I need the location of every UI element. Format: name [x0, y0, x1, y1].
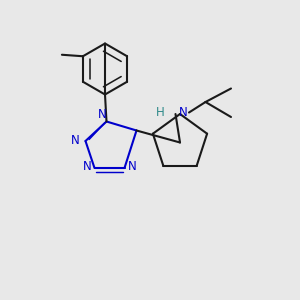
- Text: H: H: [156, 106, 165, 119]
- Text: N: N: [178, 106, 188, 119]
- Text: N: N: [98, 107, 106, 121]
- Text: N: N: [70, 134, 80, 148]
- Text: N: N: [82, 160, 91, 173]
- Text: N: N: [128, 160, 136, 173]
